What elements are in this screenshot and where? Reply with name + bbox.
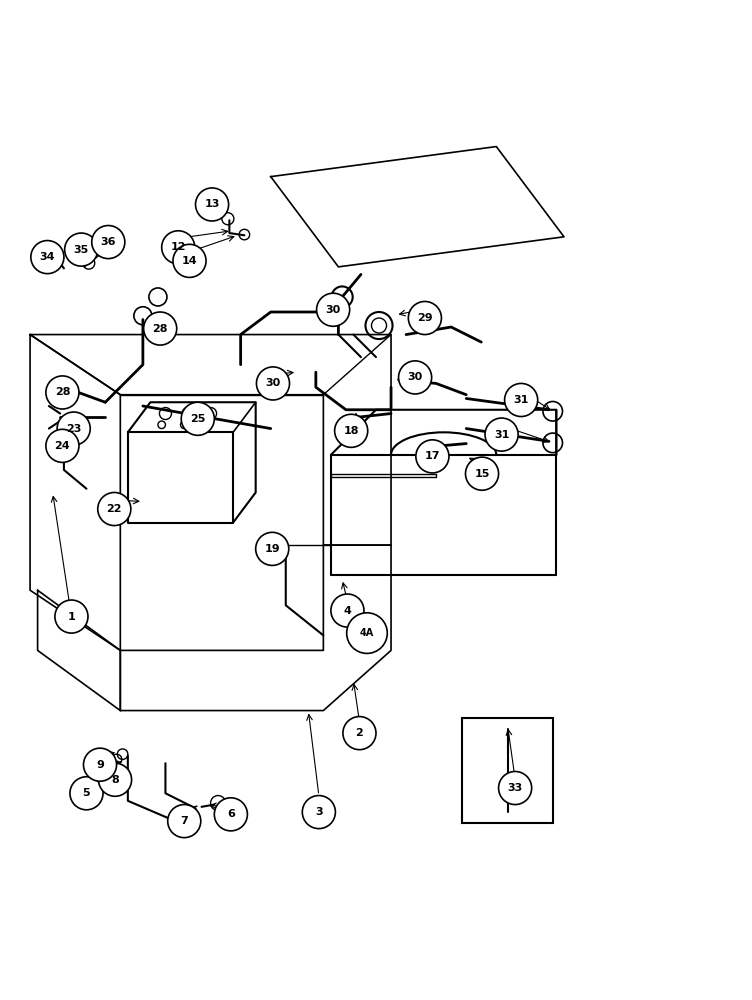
Text: 22: 22 bbox=[107, 504, 122, 514]
Text: 14: 14 bbox=[182, 256, 197, 266]
Text: 31: 31 bbox=[514, 395, 529, 405]
Text: 3: 3 bbox=[315, 807, 323, 817]
Text: 1: 1 bbox=[68, 612, 75, 622]
Circle shape bbox=[83, 748, 117, 781]
Circle shape bbox=[65, 233, 98, 266]
Circle shape bbox=[343, 717, 376, 750]
Circle shape bbox=[31, 241, 64, 274]
Circle shape bbox=[99, 763, 132, 796]
Text: 23: 23 bbox=[66, 424, 81, 434]
Text: 6: 6 bbox=[227, 809, 235, 819]
Circle shape bbox=[173, 244, 206, 277]
Circle shape bbox=[256, 367, 290, 400]
Text: 33: 33 bbox=[508, 783, 523, 793]
Circle shape bbox=[196, 188, 229, 221]
Circle shape bbox=[92, 226, 125, 259]
Circle shape bbox=[57, 412, 90, 445]
Circle shape bbox=[335, 414, 368, 447]
Circle shape bbox=[408, 301, 441, 335]
Circle shape bbox=[214, 798, 247, 831]
Circle shape bbox=[347, 613, 387, 653]
Circle shape bbox=[485, 418, 518, 451]
Text: 28: 28 bbox=[153, 324, 168, 334]
Text: 35: 35 bbox=[74, 245, 89, 255]
Text: 28: 28 bbox=[55, 387, 70, 397]
Text: 4A: 4A bbox=[360, 628, 374, 638]
Text: 8: 8 bbox=[111, 775, 119, 785]
Text: 12: 12 bbox=[171, 242, 186, 252]
Circle shape bbox=[399, 361, 432, 394]
Text: 34: 34 bbox=[40, 252, 55, 262]
Circle shape bbox=[465, 457, 499, 490]
Circle shape bbox=[302, 796, 335, 829]
Circle shape bbox=[499, 771, 532, 805]
Circle shape bbox=[317, 293, 350, 326]
Circle shape bbox=[256, 532, 289, 565]
Circle shape bbox=[144, 312, 177, 345]
Text: 19: 19 bbox=[265, 544, 280, 554]
Text: 4: 4 bbox=[344, 606, 351, 616]
Circle shape bbox=[70, 777, 103, 810]
Text: 15: 15 bbox=[475, 469, 490, 479]
Text: 13: 13 bbox=[205, 199, 220, 209]
Circle shape bbox=[331, 594, 364, 627]
Text: 7: 7 bbox=[180, 816, 188, 826]
Circle shape bbox=[46, 429, 79, 462]
Text: 5: 5 bbox=[83, 788, 90, 798]
Text: 2: 2 bbox=[356, 728, 363, 738]
Circle shape bbox=[98, 492, 131, 526]
Text: 29: 29 bbox=[417, 313, 432, 323]
Circle shape bbox=[46, 376, 79, 409]
Text: 24: 24 bbox=[55, 441, 70, 451]
Circle shape bbox=[168, 805, 201, 838]
Text: 9: 9 bbox=[96, 760, 104, 770]
Circle shape bbox=[505, 383, 538, 417]
Text: 25: 25 bbox=[190, 414, 205, 424]
Text: 36: 36 bbox=[101, 237, 116, 247]
Text: 18: 18 bbox=[344, 426, 359, 436]
Circle shape bbox=[55, 600, 88, 633]
Text: 30: 30 bbox=[265, 378, 280, 388]
Text: 30: 30 bbox=[408, 372, 423, 382]
Bar bbox=[462, 718, 553, 823]
Circle shape bbox=[181, 402, 214, 435]
Text: 17: 17 bbox=[425, 451, 440, 461]
Circle shape bbox=[162, 231, 195, 264]
Circle shape bbox=[416, 440, 449, 473]
Text: 31: 31 bbox=[494, 430, 509, 440]
Text: 30: 30 bbox=[326, 305, 341, 315]
